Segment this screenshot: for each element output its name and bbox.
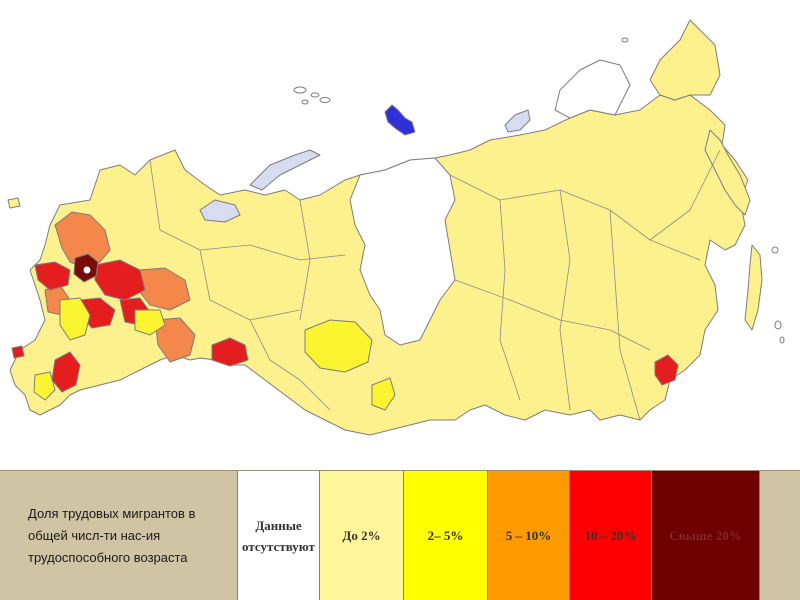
legend-item-label: 10 – 20% (584, 527, 637, 543)
region-orange-south (154, 317, 196, 363)
small-islands (293, 37, 785, 344)
russia-migrants-map (7, 19, 785, 436)
region-red-fareast (654, 354, 679, 386)
region-ice-2 (199, 199, 241, 223)
region-blue-island (384, 104, 416, 136)
legend-item-2-5: 2– 5% (404, 471, 488, 600)
internal-borders (149, 149, 721, 421)
region-yellow-caucasus (33, 371, 56, 401)
region-red-central-1 (34, 261, 71, 291)
region-kamchatka (704, 129, 751, 216)
region-yellow-altai (371, 377, 396, 411)
region-no-data-north (554, 59, 631, 119)
region-red-central-2 (94, 259, 146, 301)
legend-title-text: Доля трудовых мигрантов в общей числ-ти … (28, 505, 196, 565)
region-kaliningrad (7, 197, 21, 209)
legend-item-no-data: Данные отсутствуют (238, 471, 320, 600)
map-svg (7, 19, 785, 436)
region-ice-3 (504, 109, 531, 133)
legend-item-label: 5 – 10% (505, 527, 552, 543)
region-yellow-volga (134, 309, 166, 336)
legend-item-label: До 2% (342, 527, 381, 543)
marker-moscow-city (82, 265, 92, 275)
region-red-tyumen (211, 337, 249, 367)
legend-tail (760, 471, 800, 600)
region-yellow-novosibirsk (304, 319, 373, 373)
legend: Доля трудовых мигрантов в общей числ-ти … (0, 470, 800, 600)
legend-title: Доля трудовых мигрантов в общей числ-ти … (0, 471, 238, 600)
region-sakhalin (744, 244, 763, 331)
legend-item-label: Свыше 20% (669, 527, 742, 543)
legend-item-10-20: 10 – 20% (570, 471, 652, 600)
region-yellow-south (59, 297, 91, 341)
legend-item-label: Данные отсутствуют (242, 517, 315, 554)
region-chukotka (649, 19, 721, 101)
region-red-small (11, 345, 25, 359)
legend-item-upto-2: До 2% (320, 471, 404, 600)
legend-item-5-10: 5 – 10% (488, 471, 570, 600)
region-orange-nw (54, 211, 111, 269)
region-no-data-center (349, 157, 456, 346)
legend-item-label: 2– 5% (427, 527, 464, 543)
legend-item-over-20: Свыше 20% (652, 471, 760, 600)
region-novaya-zemlya (249, 149, 321, 191)
